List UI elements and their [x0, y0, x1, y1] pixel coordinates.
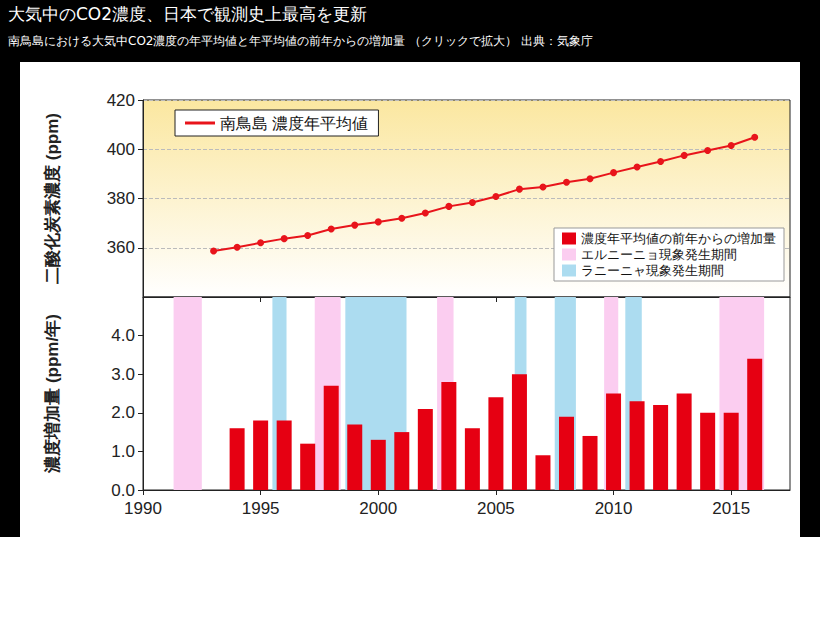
svg-text:420: 420: [107, 91, 135, 110]
svg-text:360: 360: [107, 238, 135, 257]
html-text:大気中のCO2濃度、日本で観測史上最高を更新: 大気中のCO2濃度、日本で観測史上最高を更新: [8, 4, 368, 24]
svg-text:2005: 2005: [477, 499, 515, 518]
svg-text:4.0: 4.0: [111, 326, 135, 345]
svg-text:2010: 2010: [595, 499, 633, 518]
svg-text:エルニーニョ現象発生期間: エルニーニョ現象発生期間: [581, 247, 737, 262]
svg-text:濃度増加量 (ppm/年): 濃度増加量 (ppm/年): [42, 314, 62, 474]
svg-text:濃度年平均値の前年からの増加量: 濃度年平均値の前年からの増加量: [581, 231, 776, 246]
svg-text:南鳥島 濃度年平均値: 南鳥島 濃度年平均値: [220, 115, 368, 132]
html-text:南鳥島における大気中CO2濃度の年平均値と年平均値の前年から: 南鳥島における大気中CO2濃度の年平均値と年平均値の前年からの増加量 （クリック…: [8, 34, 594, 48]
svg-text:0.0: 0.0: [111, 481, 135, 500]
svg-text:ラニーニャ現象発生期間: ラニーニャ現象発生期間: [581, 263, 724, 278]
svg-text:2.0: 2.0: [111, 403, 135, 422]
svg-text:2000: 2000: [359, 499, 397, 518]
svg-text:400: 400: [107, 140, 135, 159]
svg-text:二酸化炭素濃度 (ppm): 二酸化炭素濃度 (ppm): [43, 113, 62, 284]
svg-text:2015: 2015: [712, 499, 750, 518]
svg-text:380: 380: [107, 189, 135, 208]
svg-text:3.0: 3.0: [111, 365, 135, 384]
svg-text:1.0: 1.0: [111, 442, 135, 461]
svg-text:1995: 1995: [242, 499, 280, 518]
svg-text:1990: 1990: [124, 499, 162, 518]
